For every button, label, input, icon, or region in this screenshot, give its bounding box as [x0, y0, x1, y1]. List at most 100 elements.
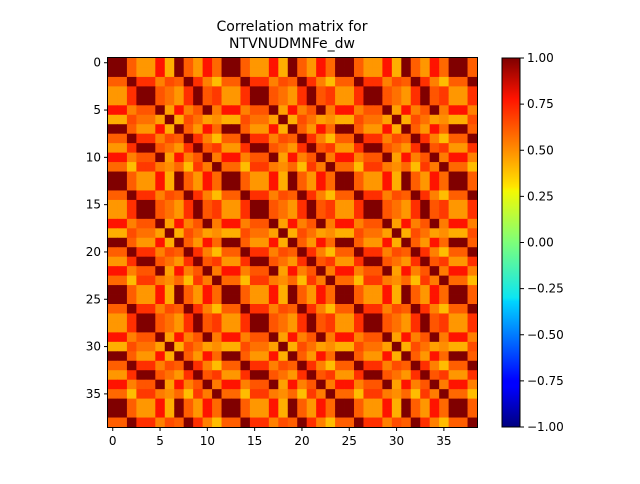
heatmap-cell: [145, 171, 156, 182]
heatmap-cell: [382, 304, 393, 314]
heatmap-cell: [212, 408, 222, 418]
heatmap-cell: [202, 398, 213, 409]
heatmap-cell: [458, 266, 468, 277]
heatmap-cell: [108, 95, 118, 106]
heatmap-cell: [221, 389, 232, 400]
heatmap-cell: [325, 152, 336, 163]
heatmap-cell: [448, 181, 459, 191]
heatmap-cell: [287, 114, 298, 125]
heatmap-cell: [259, 304, 270, 314]
heatmap-cell: [278, 304, 289, 314]
heatmap-cell: [429, 275, 440, 286]
heatmap-cell: [439, 341, 450, 352]
heatmap-cell: [297, 190, 308, 201]
heatmap-cell: [164, 190, 175, 201]
heatmap-cell: [325, 76, 336, 87]
heatmap-cell: [278, 152, 289, 163]
heatmap-cell: [372, 228, 383, 239]
x-axis: 0 5 10 15 20 25 30 35: [109, 427, 452, 448]
heatmap-cell: [344, 76, 355, 87]
heatmap-cell: [155, 133, 166, 144]
heatmap-cell: [174, 209, 185, 220]
heatmap-cell: [335, 105, 345, 116]
heatmap-cell: [136, 86, 147, 97]
heatmap-cell: [278, 275, 289, 286]
heatmap-cell: [391, 322, 402, 333]
heatmap-cell: [382, 181, 393, 191]
heatmap-cell: [335, 256, 345, 267]
heatmap-cell: [297, 275, 308, 286]
heatmap-cell: [155, 341, 166, 352]
heatmap-cell: [410, 152, 421, 163]
heatmap-cell: [193, 124, 204, 135]
heatmap-cell: [287, 332, 298, 343]
heatmap-cell: [240, 162, 251, 172]
heatmap-cell: [344, 133, 355, 144]
heatmap-cell: [401, 95, 412, 106]
heatmap-cell: [221, 247, 232, 258]
heatmap-cell: [108, 190, 118, 201]
heatmap-cell: [212, 190, 222, 201]
heatmap-cell: [297, 152, 308, 163]
heatmap-cell: [372, 209, 383, 220]
heatmap-cell: [429, 304, 440, 314]
heatmap-cell: [429, 143, 440, 154]
heatmap-cell: [297, 351, 308, 362]
heatmap-cell: [174, 190, 185, 201]
heatmap-cell: [108, 181, 118, 191]
heatmap-cell: [467, 351, 478, 362]
heatmap-cell: [212, 67, 222, 78]
heatmap-cell: [382, 379, 393, 390]
heatmap-cell: [126, 266, 137, 277]
heatmap-cell: [202, 408, 213, 418]
heatmap-cell: [335, 58, 345, 68]
heatmap-cell: [467, 389, 478, 400]
heatmap-cell: [193, 209, 204, 220]
heatmap-cell: [117, 332, 128, 343]
heatmap-cell: [382, 275, 393, 286]
heatmap-cell: [467, 76, 478, 87]
heatmap-cell: [212, 152, 222, 163]
heatmap-cell: [316, 266, 327, 277]
heatmap-cell: [410, 275, 421, 286]
heatmap-cell: [145, 294, 156, 305]
heatmap-cell: [410, 95, 421, 106]
heatmap-cell: [439, 266, 450, 277]
heatmap-cell: [429, 162, 440, 172]
heatmap-cell: [354, 408, 364, 418]
heatmap-cell: [391, 58, 402, 68]
heatmap-cell: [382, 86, 393, 97]
heatmap-cell: [155, 190, 166, 201]
heatmap-cell: [391, 86, 402, 97]
heatmap-cell: [249, 360, 260, 371]
heatmap-cell: [325, 341, 336, 352]
heatmap-cell: [382, 228, 393, 239]
heatmap-cell: [306, 285, 317, 295]
heatmap-cell: [410, 58, 421, 68]
heatmap-cell: [117, 285, 128, 295]
heatmap-cell: [249, 408, 260, 418]
heatmap-cell: [344, 105, 355, 116]
heatmap-cell: [221, 58, 232, 68]
heatmap-cell: [439, 152, 450, 163]
heatmap-cell: [458, 322, 468, 333]
heatmap-cell: [382, 143, 393, 154]
heatmap-cell: [164, 76, 175, 87]
heatmap-cell: [439, 133, 450, 144]
heatmap-cell: [193, 389, 204, 400]
heatmap-cell: [410, 237, 421, 248]
heatmap-cell: [231, 341, 241, 352]
heatmap-cell: [448, 152, 459, 163]
heatmap-cell: [145, 143, 156, 154]
heatmap-cell: [344, 266, 355, 277]
heatmap-cell: [259, 190, 270, 201]
heatmap-cell: [306, 199, 317, 210]
heatmap-cell: [117, 304, 128, 314]
heatmap-cell: [202, 417, 213, 428]
heatmap-cell: [297, 389, 308, 400]
heatmap-cell: [297, 228, 308, 239]
heatmap-cell: [221, 76, 232, 87]
heatmap-cell: [202, 105, 213, 116]
heatmap-cell: [240, 152, 251, 163]
heatmap-cell: [155, 218, 166, 229]
